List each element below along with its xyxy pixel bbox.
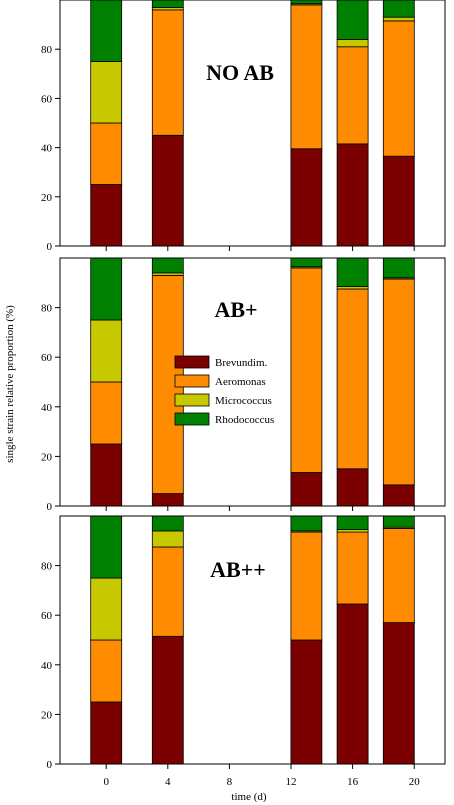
bar-segment — [290, 257, 323, 268]
bar-segment — [151, 134, 184, 247]
y-tick-label: 20 — [41, 709, 53, 721]
bar-segment — [90, 184, 123, 247]
bar-segment — [90, 122, 123, 185]
legend-swatch — [174, 374, 210, 388]
y-tick-label: 0 — [47, 241, 53, 253]
bar-segment — [382, 0, 415, 18]
legend-swatch — [174, 412, 210, 426]
panel-frame — [59, 257, 446, 507]
bar-segment — [151, 0, 184, 8]
y-tick-label: 80 — [41, 561, 53, 573]
bar-segment — [90, 257, 123, 321]
y-tick-label: 40 — [41, 402, 53, 414]
y-tick-label: 40 — [41, 143, 53, 155]
legend-item: Micrococcus — [174, 393, 272, 407]
bar-segment — [90, 443, 123, 507]
bar-segment — [151, 635, 184, 765]
bar-segment — [151, 257, 184, 274]
bar-segment — [336, 46, 369, 145]
bar-segment — [336, 515, 369, 531]
panel-frame — [59, 515, 446, 765]
y-tick-label: 40 — [41, 660, 53, 672]
bar-segment — [290, 4, 323, 150]
bar-segment — [290, 148, 323, 247]
bar-segment — [382, 484, 415, 507]
bar-segment — [290, 639, 323, 765]
bar-segment — [290, 0, 323, 5]
y-tick-label: 60 — [41, 93, 53, 105]
bar-segment — [336, 468, 369, 507]
legend-label: Brevundim. — [215, 357, 267, 369]
y-tick-label: 20 — [41, 192, 53, 204]
bar-segment — [151, 546, 184, 637]
panels-group: 0 20 40 60 80 NO AB 0 20 40 60 80 AB+ 0 20 40 60 80 AB++ — [41, 0, 446, 771]
bar-segment — [382, 20, 415, 157]
bar-segment — [151, 515, 184, 532]
x-tick-label: 4 — [165, 776, 171, 788]
legend-label: Aeromonas — [215, 376, 266, 388]
legend-label: Micrococcus — [215, 395, 272, 407]
bar-segment — [336, 531, 369, 605]
bar-segment — [290, 472, 323, 507]
panel-title: AB++ — [210, 557, 266, 582]
bar-segment — [382, 622, 415, 765]
y-tick-label: 20 — [41, 451, 53, 463]
bar-segment — [336, 143, 369, 247]
y-tick-label: 80 — [41, 303, 53, 315]
x-tick-label: 0 — [103, 776, 109, 788]
bar-segment — [290, 267, 323, 473]
bar-segment — [90, 577, 123, 641]
y-tick-label: 60 — [41, 610, 53, 622]
bar-segment — [151, 493, 184, 507]
bar-segment — [382, 278, 415, 486]
legend-swatch — [174, 393, 210, 407]
bar-segment — [382, 155, 415, 247]
bar-segment — [382, 257, 415, 279]
legend-swatch — [174, 355, 210, 369]
y-tick-label: 60 — [41, 352, 53, 364]
x-tick-label: 8 — [227, 776, 233, 788]
bar-segment — [382, 528, 415, 624]
panel-title: AB+ — [214, 297, 257, 322]
x-axis-label: time (d) — [231, 791, 266, 803]
bar-segment — [90, 0, 123, 62]
x-tick-label: 20 — [409, 776, 421, 788]
bar-segment — [90, 639, 123, 703]
y-tick-label: 0 — [47, 501, 53, 513]
x-axis: 0 4 8 12 16 20 — [103, 776, 420, 788]
bar-segment — [90, 701, 123, 765]
legend-item: Rhodococcus — [174, 412, 274, 426]
legend: Brevundim. Aeromonas Micrococcus Rhodococcu… — [174, 355, 274, 426]
bar-segment — [336, 257, 369, 287]
bar-segment — [336, 39, 369, 48]
bar-segment — [151, 530, 184, 548]
bar-segment — [90, 381, 123, 445]
y-tick-label: 80 — [41, 44, 53, 56]
panel-2: 0 20 40 60 80 AB+ — [41, 257, 446, 513]
panel-title: NO AB — [206, 60, 274, 85]
y-tick-label: 0 — [47, 759, 53, 771]
bar-segment — [382, 515, 415, 528]
panel-3: 0 20 40 60 80 AB++ — [41, 515, 446, 771]
bar-segment — [336, 288, 369, 470]
bar-segment — [336, 0, 369, 40]
panel-frame — [59, 0, 446, 247]
x-tick-label: 12 — [286, 776, 297, 788]
bar-segment — [90, 319, 123, 383]
y-axis-label: single strain relative proportion (%) — [4, 305, 16, 463]
legend-item: Aeromonas — [174, 374, 266, 388]
bar-segment — [151, 9, 184, 136]
bar-segment — [382, 16, 415, 22]
bar-segment — [90, 515, 123, 579]
panel-1: 0 20 40 60 80 NO AB — [41, 0, 446, 253]
x-tick-label: 16 — [347, 776, 359, 788]
bar-segment — [336, 603, 369, 765]
bar-segment — [290, 515, 323, 532]
bar-segment — [290, 531, 323, 641]
bar-segment — [90, 61, 123, 124]
legend-label: Rhodococcus — [215, 414, 274, 426]
legend-item: Brevundim. — [174, 355, 267, 369]
